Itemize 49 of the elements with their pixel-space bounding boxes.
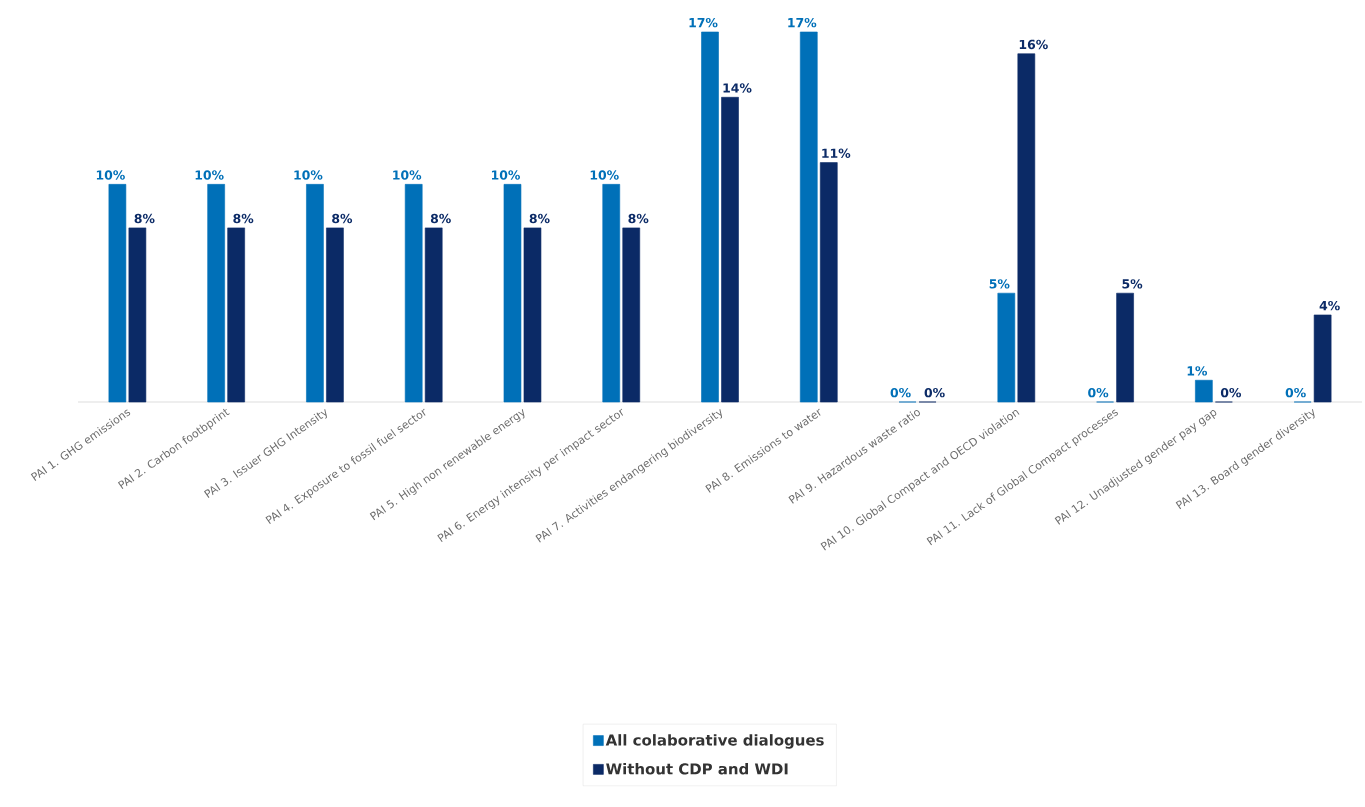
data-label: 17% xyxy=(689,17,718,28)
bar xyxy=(721,96,739,403)
bar xyxy=(108,184,127,403)
data-label: 17% xyxy=(788,17,817,28)
data-label: 10% xyxy=(195,170,224,180)
bar xyxy=(128,227,147,403)
data-label: 0% xyxy=(1088,387,1109,398)
bar xyxy=(523,227,542,403)
bar xyxy=(602,184,621,403)
data-label: 10% xyxy=(491,170,520,180)
legend-label: All colaborative dialogues xyxy=(605,734,824,749)
data-label: 0% xyxy=(1220,387,1242,398)
legend-label: Without CDP and WDI xyxy=(606,762,788,775)
bar xyxy=(306,184,324,403)
data-label: 14% xyxy=(723,83,752,93)
data-label: 10% xyxy=(393,170,422,180)
bar xyxy=(622,227,641,403)
data-label: 5% xyxy=(989,279,1010,289)
bar xyxy=(1195,379,1213,403)
data-label: 8% xyxy=(134,213,155,224)
data-label: 10% xyxy=(96,170,125,180)
bar xyxy=(404,184,423,403)
data-label: 8% xyxy=(233,213,254,224)
data-label: 1% xyxy=(1187,366,1208,376)
bar xyxy=(326,227,344,403)
data-label: 5% xyxy=(1122,279,1143,289)
data-label: 4% xyxy=(1319,300,1340,311)
bar xyxy=(424,227,443,403)
bar xyxy=(701,31,719,403)
bar xyxy=(799,31,818,403)
bar xyxy=(207,184,225,403)
data-label: 11% xyxy=(822,148,851,158)
bar xyxy=(503,184,522,403)
bar xyxy=(227,227,245,403)
data-label: 0% xyxy=(890,387,911,398)
bar xyxy=(1116,292,1134,403)
data-label: 8% xyxy=(529,213,550,224)
bar xyxy=(819,162,838,403)
data-label: 0% xyxy=(924,387,945,398)
data-label: 8% xyxy=(628,213,649,224)
data-label: 10% xyxy=(590,170,619,180)
bar xyxy=(997,292,1016,403)
data-label: 16% xyxy=(1019,39,1048,50)
data-label: 8% xyxy=(332,213,353,224)
data-label: 8% xyxy=(430,213,451,224)
data-label: 10% xyxy=(294,170,323,180)
bar xyxy=(1313,314,1332,403)
data-label: 0% xyxy=(1285,387,1306,398)
bar xyxy=(1017,53,1036,403)
